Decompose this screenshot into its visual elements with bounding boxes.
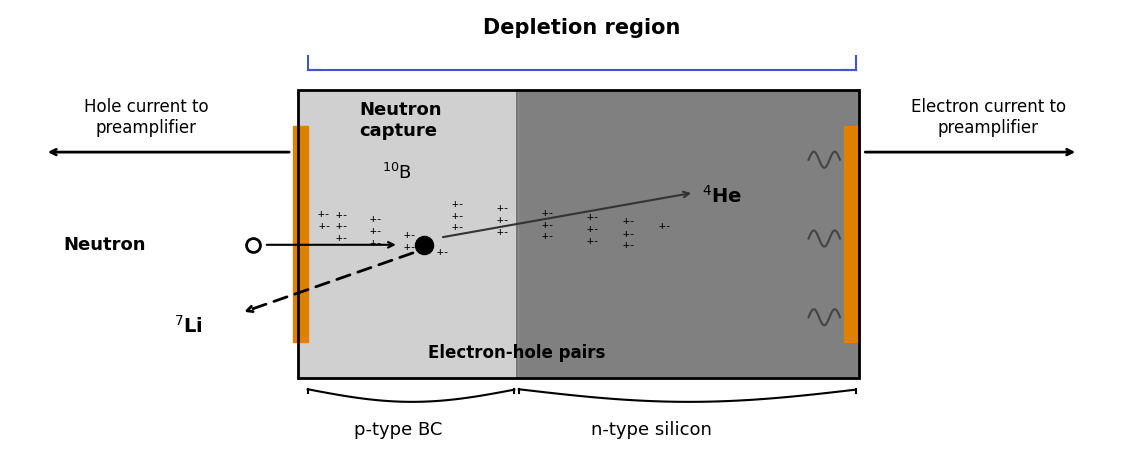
Text: Neutron
capture: Neutron capture: [359, 101, 441, 140]
Text: n-type silicon: n-type silicon: [591, 421, 712, 439]
Text: +-: +-: [451, 211, 465, 220]
Text: Depletion region: Depletion region: [483, 18, 681, 38]
Text: p-type BC: p-type BC: [355, 421, 442, 439]
Text: +-: +-: [451, 222, 465, 232]
Bar: [298, 90, 859, 378]
Text: +-: +-: [541, 231, 555, 241]
Text: +-: +-: [319, 221, 332, 231]
Text: +-: +-: [369, 214, 383, 224]
Text: Neutron: Neutron: [64, 236, 146, 254]
Text: +-: +-: [622, 216, 636, 226]
Bar: [298, 90, 517, 378]
Text: +-: +-: [318, 209, 331, 219]
Text: Electron current to
preamplifier: Electron current to preamplifier: [911, 99, 1066, 137]
Bar: [298, 90, 859, 378]
Bar: [844, 126, 859, 342]
Text: +-: +-: [658, 221, 672, 231]
Text: +-: +-: [336, 221, 349, 231]
Text: +-: +-: [369, 226, 383, 236]
Text: +-: +-: [541, 208, 555, 218]
Text: +-: +-: [496, 203, 510, 213]
Text: Hole current to
preamplifier: Hole current to preamplifier: [84, 99, 208, 137]
Text: +-: +-: [496, 215, 510, 225]
Text: $^{10}$B: $^{10}$B: [382, 163, 411, 183]
Text: +-: +-: [437, 247, 450, 256]
Text: +-: +-: [586, 236, 600, 246]
Bar: [517, 90, 859, 378]
Text: $^{4}$He: $^{4}$He: [702, 185, 742, 207]
Bar: [293, 126, 308, 342]
Text: +-: +-: [403, 230, 417, 240]
Text: +-: +-: [541, 220, 555, 230]
Text: +-: +-: [586, 224, 600, 234]
Text: +-: +-: [451, 199, 465, 209]
Text: +-: +-: [622, 229, 636, 238]
Text: +-: +-: [586, 212, 600, 222]
Text: +-: +-: [369, 238, 383, 248]
Text: +-: +-: [403, 242, 417, 252]
Text: $^7$Li: $^7$Li: [174, 315, 203, 337]
Text: +-: +-: [336, 210, 349, 220]
Text: Electron-hole pairs: Electron-hole pairs: [428, 344, 605, 362]
Text: +-: +-: [622, 240, 636, 250]
Text: +-: +-: [336, 233, 349, 243]
Text: +-: +-: [496, 227, 510, 237]
